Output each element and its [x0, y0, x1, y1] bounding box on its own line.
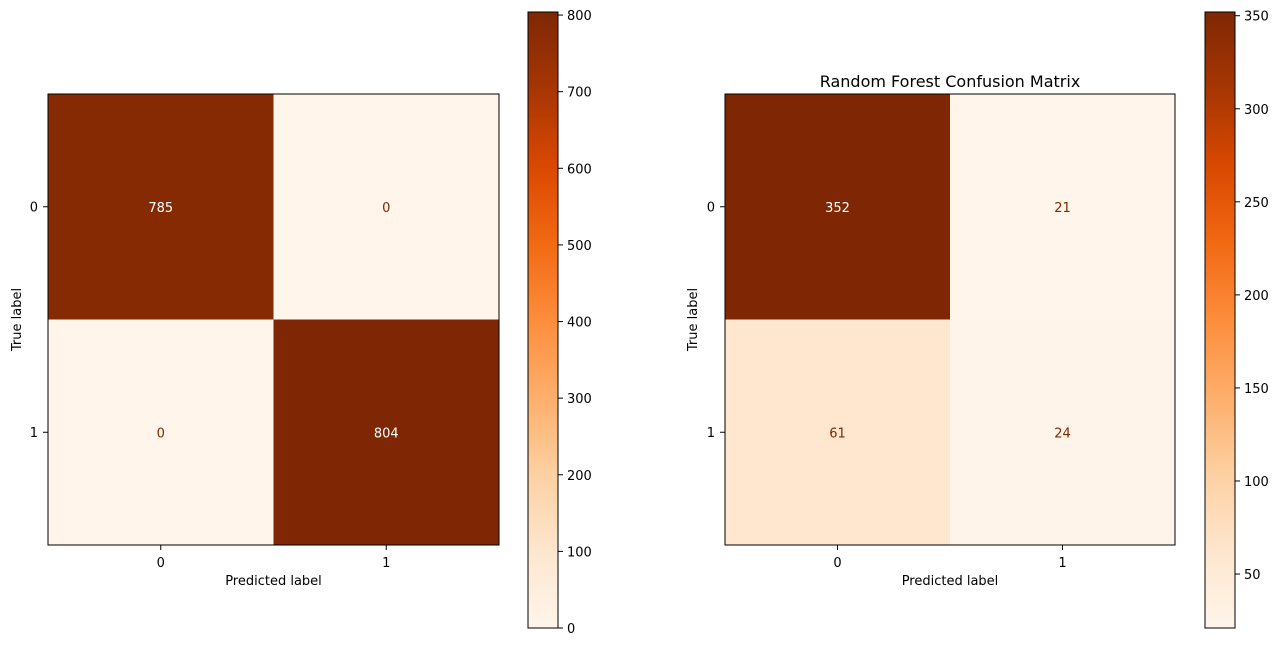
chart-1-y-tick-label: 1 — [30, 426, 38, 441]
chart-2-y-ticks: 0 1 — [707, 201, 725, 441]
confusion-matrix-2: Random Forest Confusion Matrix 352 21 61 24… — [686, 72, 1176, 589]
colorbar-tick-label: 0 — [567, 622, 575, 637]
chart-2-y-tick-label: 0 — [707, 201, 715, 216]
chart-1-frame — [47, 93, 500, 546]
chart-1-y-axis-label: True label — [10, 288, 25, 352]
colorbar-1-gradient — [527, 11, 559, 629]
heatmap-cell — [48, 319, 274, 546]
heatmap-cell — [725, 94, 951, 320]
colorbar-2-gradient — [1204, 11, 1236, 629]
cell-value-label: 21 — [1054, 201, 1071, 216]
colorbar-tick-label: 200 — [567, 469, 592, 484]
chart-2-cells: 352 21 61 24 — [725, 94, 1176, 546]
cell-value-label: 24 — [1054, 426, 1071, 441]
chart-2-title: Random Forest Confusion Matrix — [820, 72, 1081, 91]
chart-2-frame — [724, 93, 1176, 546]
heatmap-cell — [725, 319, 951, 546]
heatmap-cell — [273, 94, 500, 320]
colorbar-tick-label: 600 — [567, 162, 592, 177]
chart-2-y-tick-label: 1 — [707, 426, 715, 441]
chart-2-x-axis-label: Predicted label — [902, 574, 999, 589]
colorbar-tick-label: 700 — [567, 86, 592, 101]
chart-1-x-tick-label: 1 — [382, 556, 390, 571]
colorbar-2-ticks: 50 100 150 200 250 300 350 — [1235, 10, 1269, 583]
colorbar-tick-label: 100 — [1244, 475, 1269, 490]
cell-value-label: 785 — [148, 201, 173, 216]
cell-value-label: 0 — [157, 426, 165, 441]
chart-1-y-ticks: 0 1 — [30, 201, 48, 441]
chart-1-x-tick-label: 0 — [157, 556, 165, 571]
colorbar-tick-label: 400 — [567, 316, 592, 331]
chart-1-y-tick-label: 0 — [30, 201, 38, 216]
chart-2-x-tick-label: 1 — [1058, 556, 1066, 571]
cell-value-label: 352 — [825, 201, 850, 216]
chart-2-x-ticks: 0 1 — [833, 545, 1067, 571]
heatmap-cell — [48, 94, 274, 320]
colorbar-tick-label: 350 — [1244, 10, 1269, 25]
heatmap-cell — [273, 319, 500, 546]
colorbar-tick-label: 200 — [1244, 289, 1269, 304]
colorbar-tick-label: 800 — [567, 9, 592, 24]
colorbar-1-ticks: 0 100 200 300 400 500 600 700 800 — [558, 9, 592, 637]
chart-1-x-axis-label: Predicted label — [225, 574, 322, 589]
cell-value-label: 804 — [374, 426, 399, 441]
chart-1-x-ticks: 0 1 — [157, 545, 390, 571]
colorbar-tick-label: 500 — [567, 239, 592, 254]
colorbar-1: 0 100 200 300 400 500 600 700 800 — [527, 9, 592, 637]
chart-1-cells: 785 0 0 804 — [48, 94, 500, 546]
chart-2-x-tick-label: 0 — [833, 556, 841, 571]
confusion-matrix-1: 785 0 0 804 0 1 0 1 Predicted label True la… — [10, 93, 500, 589]
colorbar-tick-label: 50 — [1244, 568, 1261, 583]
colorbar-2: 50 100 150 200 250 300 350 — [1204, 10, 1269, 629]
colorbar-tick-label: 300 — [567, 392, 592, 407]
colorbar-tick-label: 250 — [1244, 196, 1269, 211]
heatmap-cell — [950, 319, 1176, 546]
chart-2-y-axis-label: True label — [686, 288, 701, 352]
colorbar-tick-label: 100 — [567, 545, 592, 560]
colorbar-tick-label: 150 — [1244, 382, 1269, 397]
cell-value-label: 61 — [829, 426, 846, 441]
heatmap-cell — [950, 94, 1176, 320]
colorbar-tick-label: 300 — [1244, 103, 1269, 118]
cell-value-label: 0 — [382, 201, 390, 216]
